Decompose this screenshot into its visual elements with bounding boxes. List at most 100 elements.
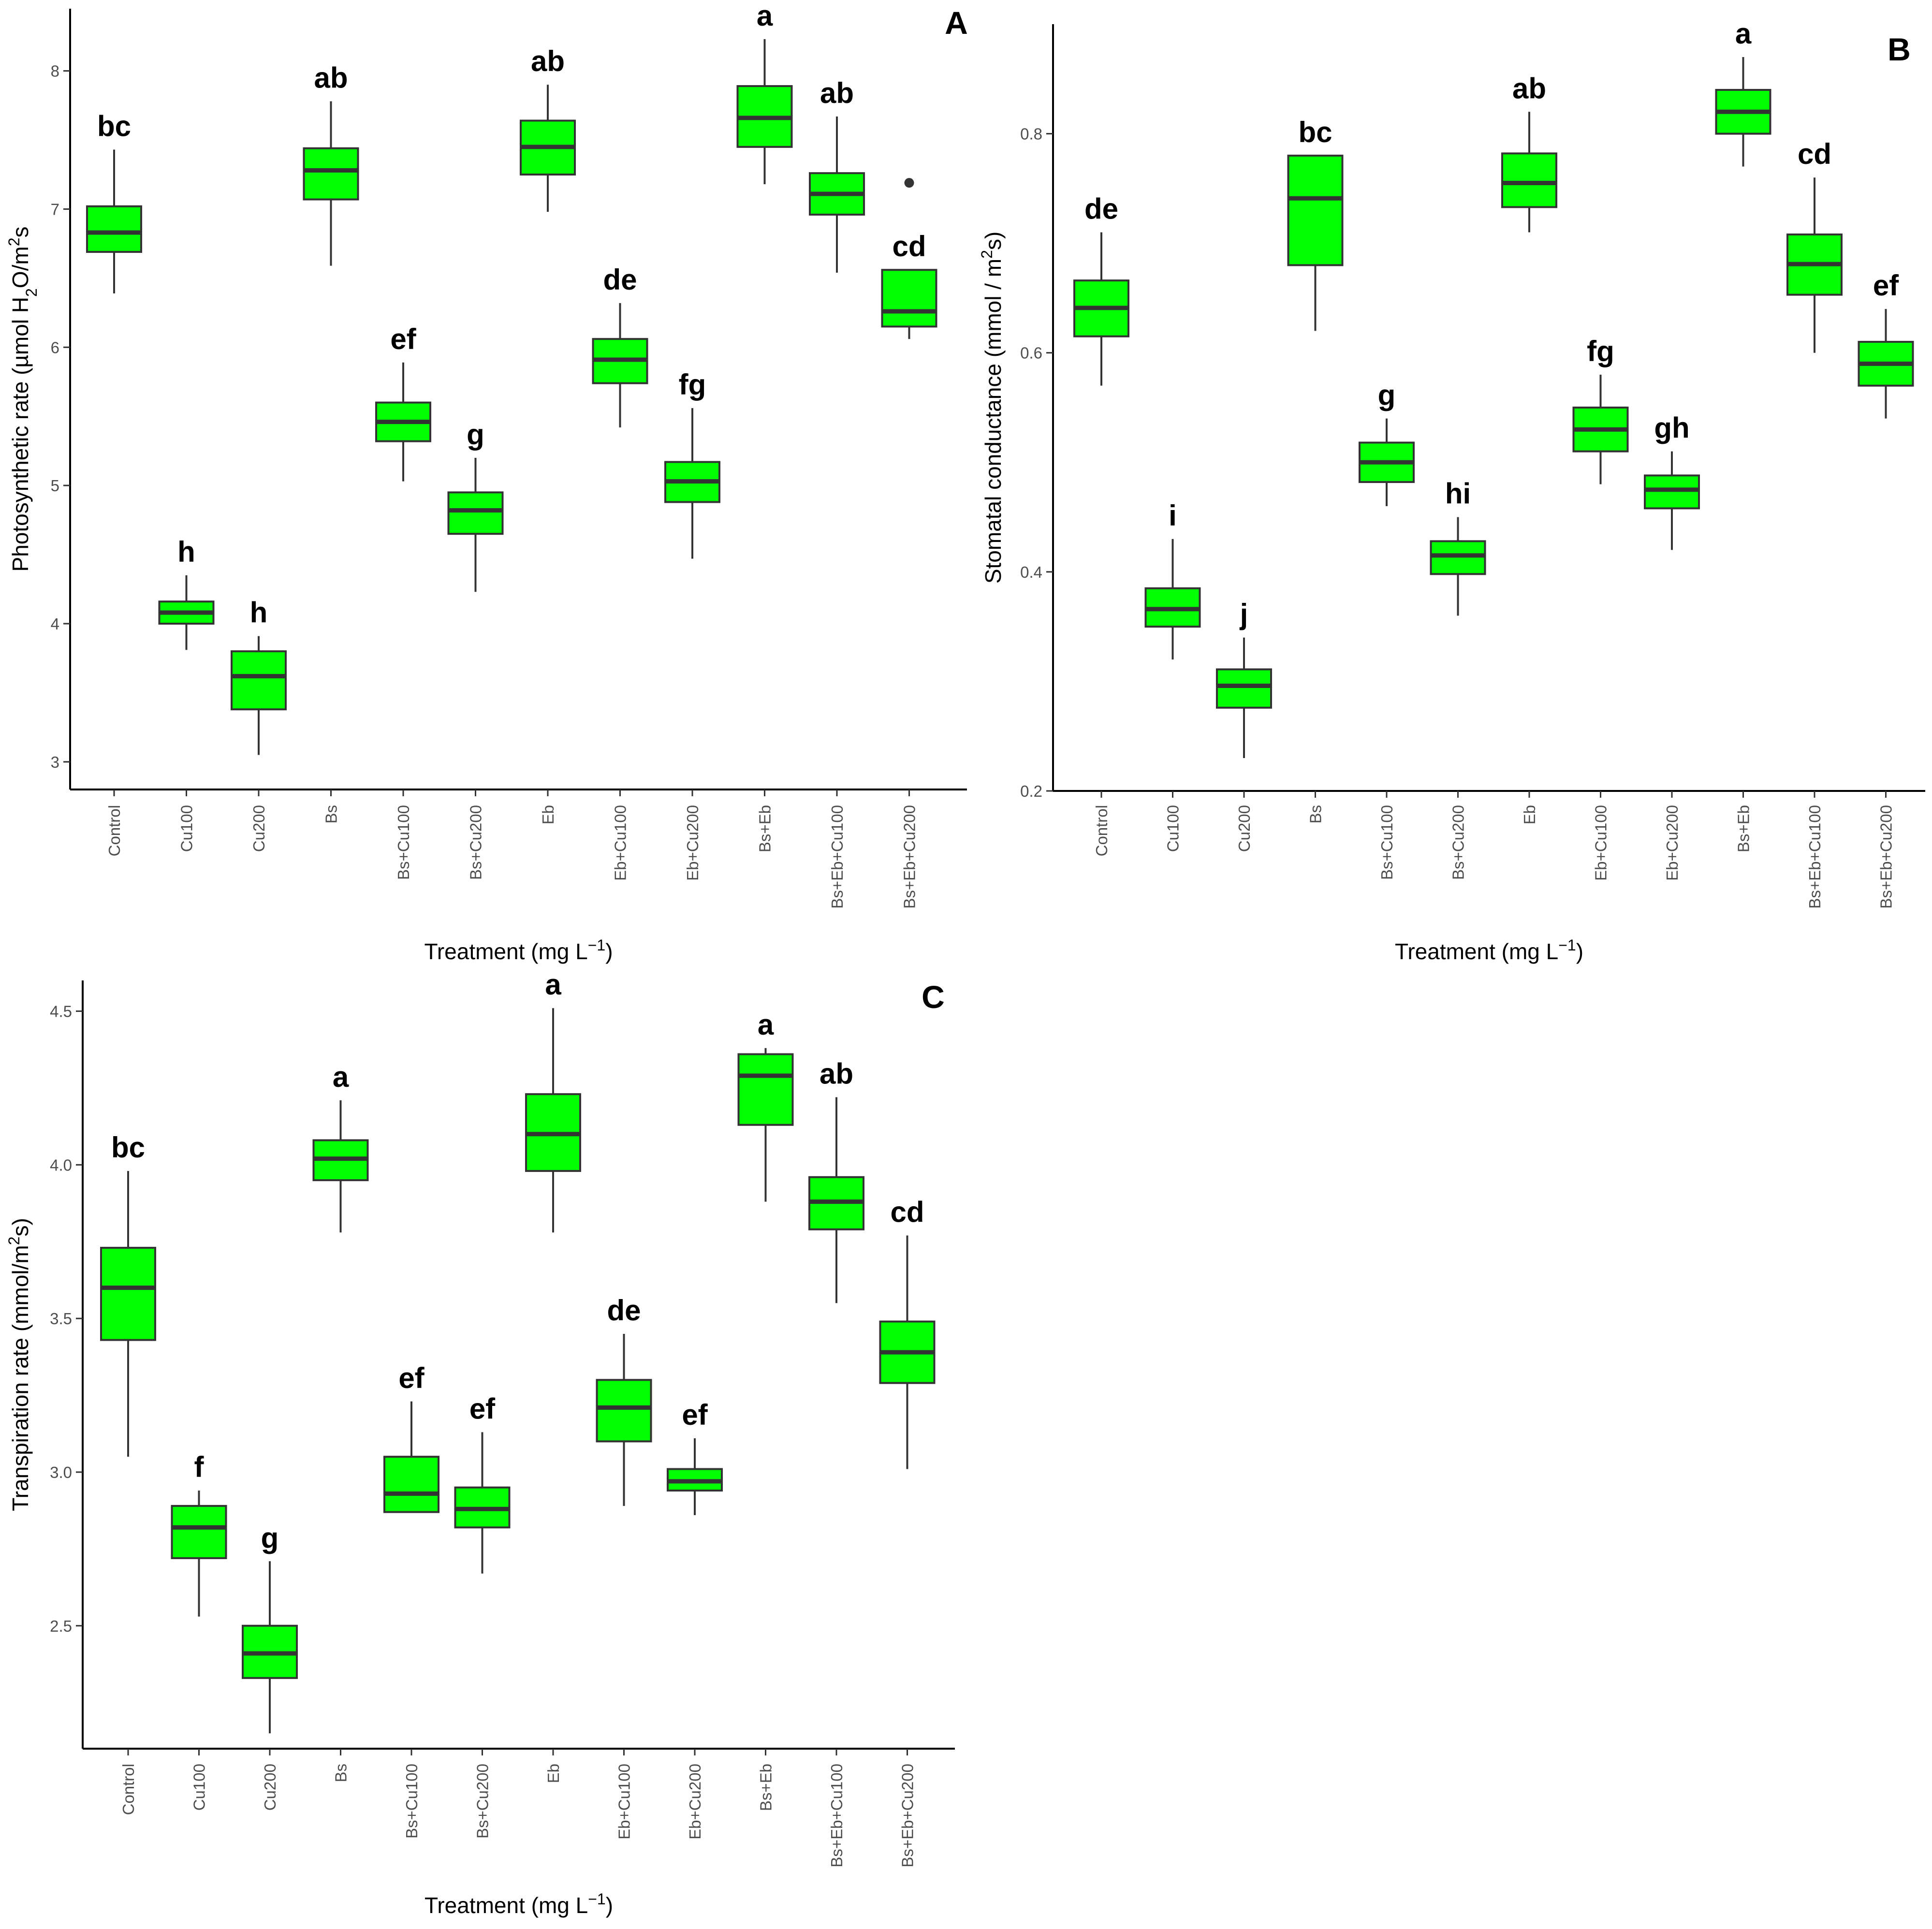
x-tick-label: Bs+Cu100 <box>403 1764 421 1839</box>
box-bs-cu200: ef <box>454 1392 511 1574</box>
x-tick-label: Bs+Cu200 <box>1449 805 1467 880</box>
x-tick-label: Bs+Eb <box>756 805 774 852</box>
box-eb: ab <box>520 45 576 212</box>
x-axis-title-part: −1 <box>1558 936 1576 954</box>
box-eb: ab <box>1501 72 1557 233</box>
y-tick-label: 0.6 <box>1020 344 1042 362</box>
x-tick-label: Bs <box>1307 805 1325 824</box>
box-eb-cu100: fg <box>1572 335 1629 484</box>
significance-letter: a <box>333 1061 349 1093</box>
significance-letter: ef <box>682 1399 708 1431</box>
box-body <box>1216 668 1272 709</box>
x-tick-label: Cu200 <box>250 805 268 852</box>
box-bs-eb-cu100: ab <box>809 77 865 273</box>
significance-letter: ab <box>820 77 854 109</box>
box-bs-cu100: g <box>1359 379 1415 506</box>
outlier-point <box>904 178 914 188</box>
box-bs-eb: a <box>736 0 793 185</box>
y-tick-label: 4.0 <box>50 1156 72 1174</box>
box-cu100: f <box>171 1451 227 1617</box>
significance-letter: de <box>603 263 637 296</box>
y-axis-title: Photosynthetic rate (µmol H2O/m2s <box>5 227 40 572</box>
x-tick-label: Eb <box>539 805 557 824</box>
y-axis-title-part: s) <box>981 232 1006 250</box>
x-tick-label: Bs+Cu100 <box>395 805 412 880</box>
x-tick-label: Eb+Cu200 <box>686 1764 704 1840</box>
box-eb-cu100: de <box>596 1294 652 1506</box>
x-tick-label: Bs+Eb+Cu100 <box>828 805 846 909</box>
box-bs: bc <box>1287 116 1344 331</box>
x-tick-label: Bs+Cu200 <box>467 805 485 880</box>
box-cu200: h <box>231 597 287 755</box>
y-axis-title-part: Photosynthetic rate (µmol H <box>8 297 33 572</box>
box-body <box>1644 474 1700 510</box>
x-tick-label: Eb+Cu100 <box>612 805 629 881</box>
box-bs-eb-cu100: cd <box>1786 138 1843 353</box>
x-tick-label: Bs+Cu200 <box>474 1764 492 1839</box>
box-bs-eb-cu200: cd <box>881 178 937 339</box>
significance-letter: g <box>467 418 484 451</box>
box-cu200: j <box>1216 598 1272 759</box>
x-tick-label: Control <box>1093 805 1111 856</box>
x-tick-label: Bs+Eb+Cu200 <box>899 1764 917 1868</box>
box-eb-cu200: ef <box>667 1399 723 1515</box>
significance-letter: fg <box>679 368 706 401</box>
significance-letter: ef <box>398 1362 424 1394</box>
x-tick-label: Bs+Eb <box>1735 805 1753 852</box>
x-tick-label: Eb <box>544 1764 562 1783</box>
significance-letter: ab <box>531 45 565 77</box>
y-axis-title: Stomatal conductance (mmol / m2s) <box>978 232 1006 584</box>
box-bs-cu100: ef <box>383 1362 439 1513</box>
significance-letter: bc <box>97 110 131 143</box>
box-eb-cu100: de <box>592 263 648 428</box>
x-tick-label: Eb <box>1521 805 1538 824</box>
box-bs-eb-cu200: cd <box>879 1196 936 1469</box>
x-axis-title: Treatment (mg L−1) <box>424 1890 613 1918</box>
x-tick-label: Bs+Cu100 <box>1378 805 1396 880</box>
box-body <box>881 269 937 328</box>
box-cu200: g <box>242 1521 298 1734</box>
box-body <box>100 1246 156 1341</box>
y-axis-title-part: O/m <box>8 246 33 288</box>
box-body <box>1501 152 1557 208</box>
x-axis-title-part: ) <box>1576 939 1583 964</box>
panel-label: C <box>922 979 945 1015</box>
y-axis-title-part: 2 <box>5 238 23 247</box>
significance-letter: a <box>757 0 773 32</box>
y-axis-title-part: 2 <box>5 1237 23 1245</box>
x-tick-label: Cu200 <box>261 1764 279 1811</box>
y-tick-label: 3 <box>51 753 59 771</box>
box-body <box>737 1053 794 1126</box>
significance-letter: ab <box>820 1058 853 1090</box>
x-axis-title-part: ) <box>606 1893 613 1918</box>
x-tick-label: Eb+Cu100 <box>615 1764 633 1840</box>
y-tick-label: 3.0 <box>50 1463 72 1481</box>
x-tick-label: Eb+Cu200 <box>684 805 702 881</box>
significance-letter: ab <box>314 62 348 94</box>
x-tick-label: Bs <box>332 1764 350 1783</box>
box-bs-cu100: ef <box>375 323 431 482</box>
x-axis-title: Treatment (mg L−1) <box>424 936 613 964</box>
y-axis-title: Transpiration rate (mmol/m2s) <box>5 1218 33 1511</box>
box-body <box>86 205 142 253</box>
x-axis-title-part: ) <box>605 939 613 964</box>
significance-letter: de <box>1084 192 1118 225</box>
significance-letter: ab <box>1512 72 1546 104</box>
box-cu100: i <box>1144 499 1201 660</box>
significance-letter: gh <box>1654 412 1689 444</box>
y-tick-label: 2.5 <box>50 1617 72 1635</box>
y-axis-title-part: s <box>8 227 33 238</box>
x-tick-label: Cu100 <box>190 1764 208 1811</box>
significance-letter: i <box>1169 499 1177 532</box>
y-axis-title-part: s) <box>8 1218 33 1236</box>
significance-letter: fg <box>1587 335 1614 367</box>
box-body <box>383 1456 439 1513</box>
x-tick-label: Cu200 <box>1235 805 1253 852</box>
x-tick-label: Bs+Eb+Cu100 <box>1806 805 1824 909</box>
x-axis-title: Treatment (mg L−1) <box>1395 936 1583 964</box>
significance-letter: j <box>1240 598 1248 630</box>
y-axis-title-part: Transpiration rate (mmol/m <box>8 1245 33 1511</box>
significance-letter: bc <box>1298 116 1332 148</box>
x-tick-label: Bs+Eb+Cu200 <box>901 805 919 909</box>
